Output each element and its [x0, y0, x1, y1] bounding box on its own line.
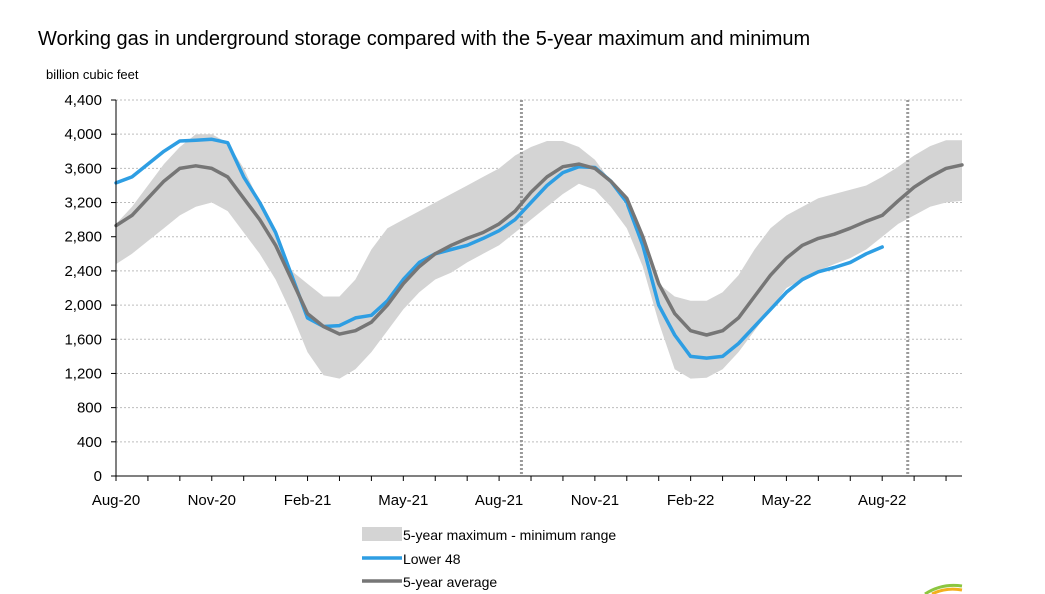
y-tick-label: 3,200 [64, 195, 102, 212]
series-line-5-year-average [114, 162, 964, 337]
logo-fragment [931, 587, 963, 594]
y-axis-unit-label: billion cubic feet [46, 67, 139, 82]
x-tick-label: Aug-21 [475, 492, 523, 509]
y-tick-label: 0 [94, 468, 102, 485]
series-line-lower-48 [114, 137, 884, 360]
x-tick-label: Nov-20 [188, 492, 236, 509]
y-tick-label: 400 [77, 434, 102, 451]
x-tick-label: May-21 [378, 492, 428, 509]
chart-title: Working gas in underground storage compa… [38, 28, 810, 50]
range-band [116, 134, 962, 379]
y-tick-label: 4,000 [64, 126, 102, 143]
series-layer [114, 137, 964, 360]
y-tick-label: 1,200 [64, 365, 102, 382]
legend-swatch-range [362, 527, 402, 541]
x-tick-label: Feb-22 [667, 492, 715, 509]
y-tick-label: 800 [77, 400, 102, 417]
legend-label: Lower 48 [403, 551, 461, 567]
legend-label: 5-year maximum - minimum range [403, 527, 616, 543]
x-tick-label: Feb-21 [284, 492, 332, 509]
y-tick-label: 4,400 [64, 92, 102, 109]
y-tick-label: 1,600 [64, 331, 102, 348]
logo-fragment [924, 583, 963, 594]
range-band-layer [116, 134, 962, 379]
x-tick-label: Aug-20 [92, 492, 140, 509]
legend-label: 5-year average [403, 574, 497, 590]
y-tick-label: 2,800 [64, 229, 102, 246]
axes: 0 400 800 1,200 1,600 2,000 2,400 2,800 3,200 3,6… [64, 92, 962, 509]
y-tick-label: 2,000 [64, 297, 102, 314]
y-tick-label: 2,400 [64, 263, 102, 280]
x-tick-label: Nov-21 [571, 492, 619, 509]
legend: 5-year maximum - minimum range Lower 48 5-… [362, 527, 963, 594]
x-tick-label: Aug-22 [858, 492, 906, 509]
x-tick-label: May-22 [761, 492, 811, 509]
y-tick-label: 3,600 [64, 160, 102, 177]
vertical-marker-layer [519, 100, 910, 476]
